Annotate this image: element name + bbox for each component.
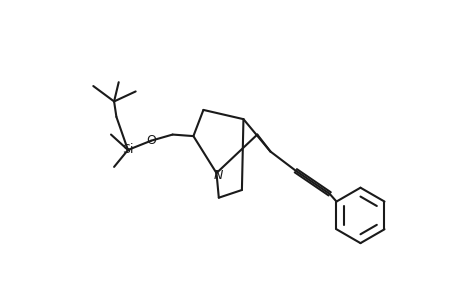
Text: O: O (146, 134, 156, 147)
Text: Si: Si (122, 143, 134, 157)
Text: N: N (213, 169, 222, 182)
